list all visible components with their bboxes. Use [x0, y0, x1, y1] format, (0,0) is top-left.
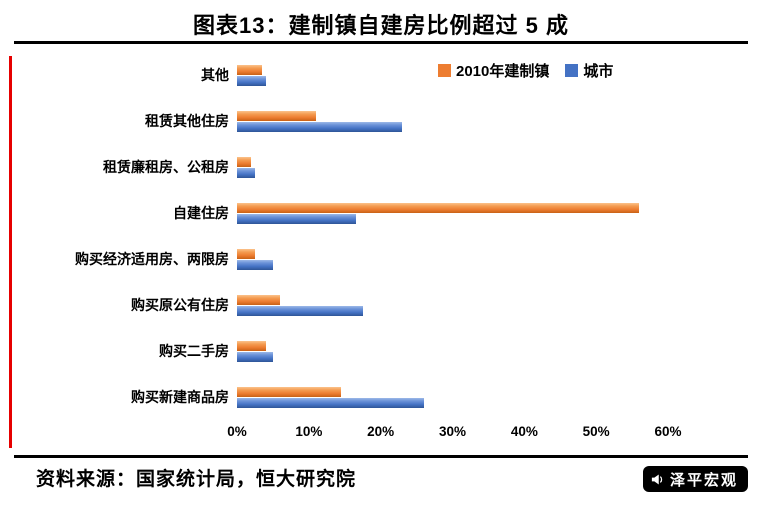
x-tick-label: 10% — [295, 424, 323, 439]
chart-legend: 2010年建制镇 城市 — [438, 60, 613, 81]
legend-label-city: 城市 — [583, 63, 614, 80]
category-label: 其他 — [201, 67, 229, 83]
x-tick-label: 40% — [510, 424, 538, 439]
bar-city — [237, 351, 273, 362]
bar-group — [237, 282, 668, 328]
bar-city — [237, 305, 363, 316]
bottom-divider — [14, 455, 748, 458]
bar-group — [237, 190, 668, 236]
chart-title: 图表13：建制镇自建房比例超过 5 成 — [193, 13, 569, 38]
megaphone-icon — [651, 474, 663, 484]
chart-row: 购买经济适用房、两限房 — [20, 236, 668, 282]
category-label: 租赁其他住房 — [145, 113, 229, 129]
bar-group — [237, 52, 668, 98]
category-label: 购买新建商品房 — [131, 389, 229, 405]
bar-group — [237, 144, 668, 190]
chart-rows: 其他 租赁其他住房 租赁廉租房、公租房 自建住房 购买经济适用房、两限房 购买原公有住房购… — [20, 52, 668, 420]
bar-town — [237, 64, 263, 75]
legend-item-town: 2010年建制镇 — [438, 60, 549, 81]
bar-city — [237, 75, 266, 86]
x-tick-label: 0% — [227, 424, 247, 439]
brand-label: 泽平宏观 — [669, 471, 738, 489]
x-tick-label: 50% — [582, 424, 610, 439]
brand-badge: 泽平宏观 — [642, 466, 748, 492]
legend-swatch-city — [565, 64, 579, 77]
legend-swatch-town — [438, 64, 451, 77]
chart-row: 自建住房 — [20, 190, 668, 236]
bar-city — [237, 167, 255, 178]
legend-item-city: 城市 — [565, 60, 613, 81]
chart-row: 购买新建商品房 — [20, 374, 668, 420]
bar-group — [237, 374, 668, 420]
bar-town — [237, 386, 342, 397]
chart-row: 租赁廉租房、公租房 — [20, 144, 668, 190]
chart-row: 租赁其他住房 — [20, 98, 668, 144]
bar-city — [237, 213, 356, 224]
category-label: 购买二手房 — [159, 343, 229, 359]
x-tick-label: 60% — [654, 424, 682, 439]
bar-group — [237, 328, 668, 374]
bar-city — [237, 259, 273, 270]
x-tick-label: 20% — [367, 424, 395, 439]
bar-city — [237, 397, 424, 408]
bar-group — [237, 236, 668, 282]
category-label: 购买原公有住房 — [131, 297, 229, 313]
bar-town — [237, 340, 266, 351]
bar-town — [237, 294, 281, 305]
bar-town — [237, 202, 640, 213]
bar-city — [237, 121, 403, 132]
bar-group — [237, 98, 668, 144]
x-tick-label: 30% — [438, 424, 467, 439]
bar-town — [237, 110, 317, 121]
category-label: 购买经济适用房、两限房 — [75, 251, 229, 267]
x-axis: 0% 10% 20% 30% 40% 50% 60% — [227, 424, 681, 444]
chart-row: 购买二手房 — [20, 328, 668, 374]
left-accent-line — [9, 56, 12, 448]
chart-row: 购买原公有住房 — [20, 282, 668, 328]
legend-label-town: 2010年建制镇 — [456, 63, 550, 80]
chart-row: 其他 — [20, 52, 668, 98]
category-label: 租赁廉租房、公租房 — [103, 159, 229, 175]
source-note: 资料来源：国家统计局，恒大研究院 — [36, 469, 357, 490]
bar-town — [237, 248, 255, 259]
bar-town — [237, 156, 252, 167]
bar-chart: 2010年建制镇 城市 其他租赁其他住房租赁廉租房、公租房自建住房购买经济适用房… — [20, 52, 720, 452]
category-label: 自建住房 — [173, 205, 229, 221]
top-divider — [14, 41, 748, 44]
